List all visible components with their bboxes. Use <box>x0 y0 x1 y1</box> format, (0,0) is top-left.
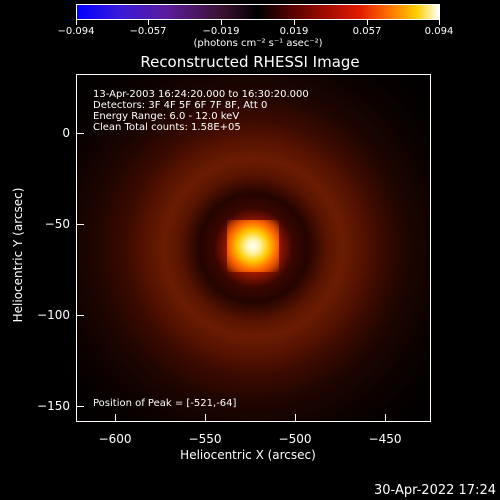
flare-peak <box>227 220 279 272</box>
colorbar <box>76 4 440 20</box>
colorbar-label: 0.094 <box>424 26 454 37</box>
colorbar-label: −0.057 <box>129 26 167 37</box>
colorbar-tick <box>76 20 77 25</box>
y-tick <box>76 224 84 225</box>
colorbar-tick <box>367 20 368 25</box>
info-detectors: Detectors: 3F 4F 5F 6F 7F 8F, Att 0 <box>93 100 268 111</box>
y-axis-title: Heliocentric Y (arcsec) <box>11 187 25 323</box>
info-clean: Clean Total counts: 1.58E+05 <box>93 122 241 133</box>
x-tick-label: −600 <box>98 432 132 446</box>
x-tick-label: −450 <box>368 432 402 446</box>
colorbar-label: −0.019 <box>202 26 240 37</box>
x-tick <box>295 414 296 422</box>
info-time-range: 13-Apr-2003 16:24:20.000 to 16:30:20.000 <box>93 89 309 100</box>
colorbar-unit: (photons cm⁻² s⁻¹ asec⁻²) <box>193 38 323 49</box>
colorbar-tick <box>148 20 149 25</box>
x-tick <box>115 414 116 422</box>
image-plot: 13-Apr-2003 16:24:20.000 to 16:30:20.000… <box>76 74 431 422</box>
y-tick <box>76 406 84 407</box>
y-tick-label: −50 <box>44 217 70 231</box>
x-tick-label: −500 <box>278 432 312 446</box>
x-tick-label: −550 <box>188 432 222 446</box>
colorbar-label: −0.094 <box>57 26 95 37</box>
info-energy: Energy Range: 6.0 - 12.0 keV <box>93 111 240 122</box>
colorbar-tick <box>439 20 440 25</box>
plot-title: Reconstructed RHESSI Image <box>140 53 360 71</box>
x-tick <box>205 414 206 422</box>
colorbar-label: 0.057 <box>352 26 382 37</box>
colorbar-tick <box>294 20 295 25</box>
y-tick <box>76 315 84 316</box>
info-peak-position: Position of Peak = [-521,-64] <box>93 398 237 409</box>
x-tick <box>385 414 386 422</box>
y-tick-label: −100 <box>37 308 70 322</box>
timestamp: 30-Apr-2022 17:24 <box>374 483 496 498</box>
y-tick-label: −150 <box>37 399 70 413</box>
colorbar-tick <box>221 20 222 25</box>
y-tick-label: 0 <box>62 126 70 140</box>
colorbar-label: 0.019 <box>279 26 309 37</box>
y-tick <box>76 133 84 134</box>
x-axis-title: Heliocentric X (arcsec) <box>180 448 316 462</box>
